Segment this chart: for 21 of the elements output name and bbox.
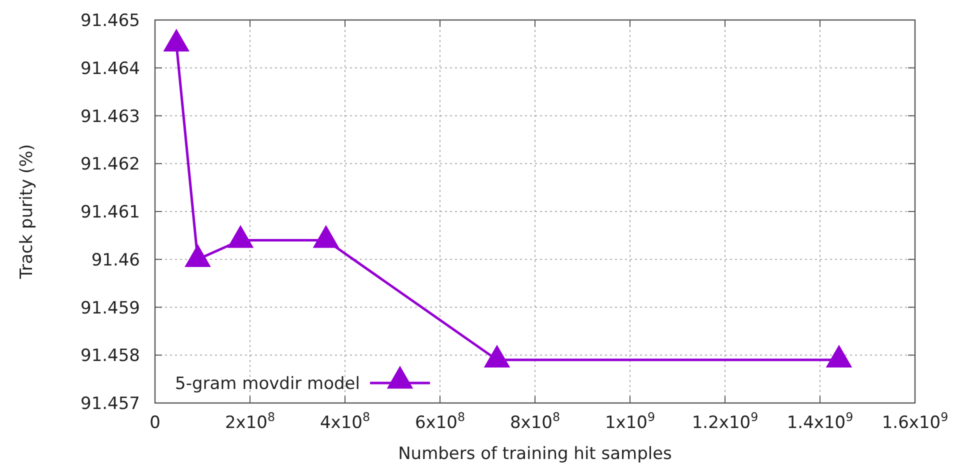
y-axis-title: Track purity (%) <box>17 144 37 280</box>
x-tick-label: 0 <box>150 413 160 433</box>
y-tick-label: 91.46 <box>91 250 140 270</box>
y-tick-label: 91.464 <box>80 58 140 79</box>
x-tick-label: 4x10$^{8}$ <box>320 410 370 433</box>
x-tick-label: 2x10$^{8}$ <box>224 410 276 433</box>
x-tick-label: 1.6x10$^{9}$ <box>882 410 948 433</box>
x-tick-label: 1.4x10$^{9}$ <box>786 410 854 433</box>
y-tick-label: 91.458 <box>80 346 140 366</box>
y-tick-label: 91.462 <box>80 154 140 175</box>
x-tick-label: 8x10$^{8}$ <box>510 410 560 433</box>
y-tick-label: 91.461 <box>80 202 140 222</box>
y-tick-label: 91.463 <box>80 106 140 127</box>
x-tick-label: 1x10$^{9}$ <box>604 410 656 433</box>
x-tick-label: 1.2x10$^{9}$ <box>692 410 758 433</box>
x-axis-title: Numbers of training hit samples <box>398 444 672 464</box>
y-tick-label: 91.465 <box>80 11 140 31</box>
x-tick-label: 6x10$^{8}$ <box>414 410 466 433</box>
legend-label: 5-gram movdir model <box>175 374 360 394</box>
y-tick-label: 91.457 <box>80 394 140 414</box>
y-tick-label: 91.459 <box>80 298 140 318</box>
